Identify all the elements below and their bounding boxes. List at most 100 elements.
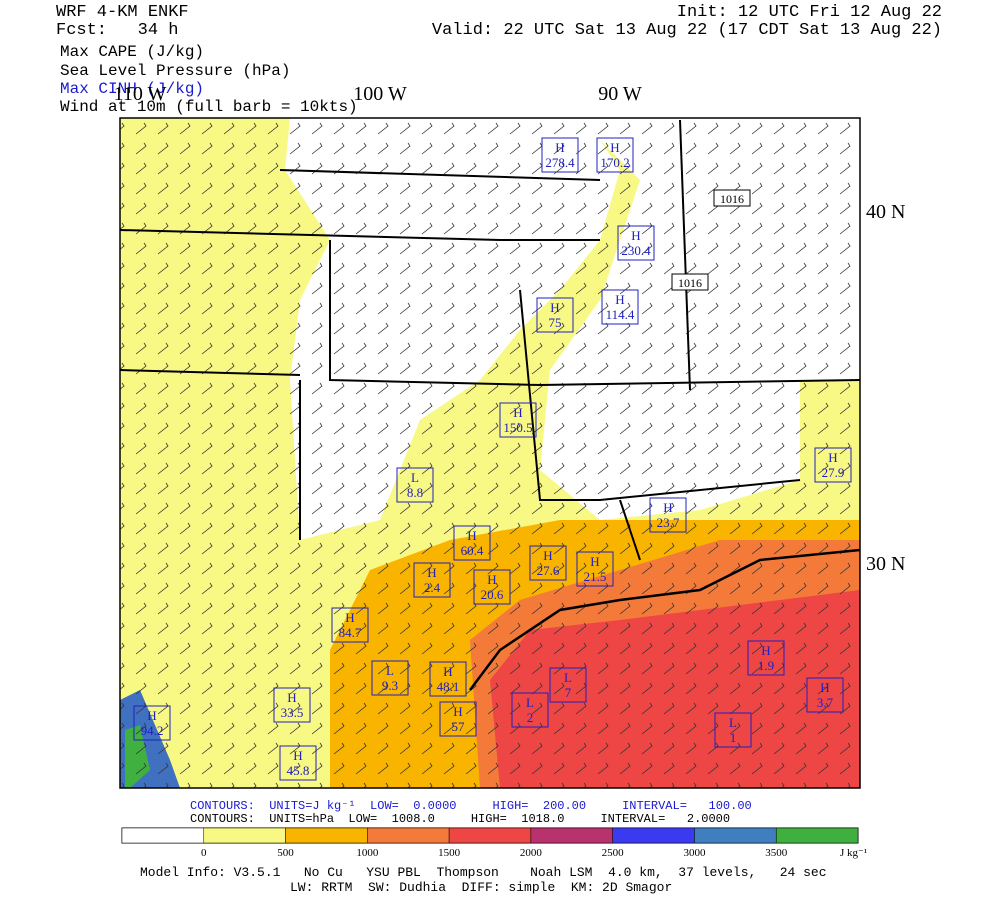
longitude-label: 100 W [353, 83, 407, 105]
marker-value: 9.3 [382, 678, 398, 693]
marker-box [453, 525, 491, 561]
marker-value: 23.7 [657, 515, 680, 530]
marker-box [511, 692, 549, 728]
contour-info: CONTOURS: UNITS=J kg⁻¹ LOW= 0.0000 HIGH=… [190, 799, 752, 813]
marker-value: 3.7 [817, 695, 834, 710]
marker-value: 27.6 [537, 563, 560, 578]
marker-kind: H [550, 300, 559, 315]
marker-box [549, 667, 587, 703]
marker-kind: H [555, 140, 564, 155]
marker-value: 2.4 [424, 580, 441, 595]
forecast-hour: Fcst: 34 h [56, 21, 179, 40]
marker-box [429, 661, 467, 697]
marker-value: 27.9 [822, 465, 845, 480]
marker-value: 48.1 [437, 679, 460, 694]
marker-value: 114.4 [606, 307, 635, 322]
marker-kind: H [761, 643, 770, 658]
marker-kind: H [453, 704, 462, 719]
longitude-label: 90 W [598, 83, 642, 105]
marker-box [649, 497, 687, 533]
colorbar-segment [203, 827, 286, 844]
marker-kind: H [663, 500, 672, 515]
map-fields [120, 118, 860, 788]
title: WRF 4-KM ENKF [56, 3, 189, 22]
marker-value: 94.2 [141, 723, 164, 738]
colorbar-segment [775, 827, 859, 844]
marker-value: 60.4 [461, 543, 484, 558]
isobar-label-box [671, 273, 709, 291]
marker-kind: L [729, 715, 737, 730]
marker-kind: H [590, 554, 599, 569]
marker-kind: H [820, 680, 829, 695]
marker-value: 20.6 [481, 587, 504, 602]
marker-box [541, 137, 579, 173]
marker-box [601, 289, 639, 325]
marker-value: 57 [452, 719, 466, 734]
field-label: Sea Level Pressure (hPa) [60, 62, 291, 80]
marker-value: 33.5 [281, 705, 304, 720]
isobar-label: 1016 [678, 276, 702, 290]
colorbar-segment [448, 827, 532, 844]
colorbar-unit: J kg⁻¹ [840, 847, 867, 859]
colorbar-label: 1500 [438, 847, 461, 859]
field-label: Max CAPE (J/kg) [60, 43, 205, 61]
latitude-label: 40 N [866, 201, 905, 223]
marker-box [413, 562, 451, 598]
model-info: Model Info: V3.5.1 No Cu YSU PBL Thompso… [140, 865, 827, 880]
init-time: Init: 12 UTC Fri 12 Aug 22 [676, 3, 942, 22]
marker-kind: H [293, 748, 302, 763]
colorbar-label: 1000 [356, 847, 379, 859]
field-label: Wind at 10m (full barb = 10kts) [60, 98, 358, 116]
marker-kind: H [467, 528, 476, 543]
colorbar-segment [694, 827, 777, 844]
latitude-label: 30 N [866, 553, 905, 575]
marker-kind: H [543, 548, 552, 563]
colorbar-label: 2000 [520, 847, 543, 859]
marker-kind: L [526, 695, 534, 710]
field-label: Max CINH (J/kg) [60, 80, 205, 98]
longitude-label: 110 W [114, 83, 167, 105]
contour-info: CONTOURS: UNITS=hPa LOW= 1008.0 HIGH= 10… [190, 812, 731, 826]
valid-time: Valid: 22 UTC Sat 13 Aug 22 (17 CDT Sat … [431, 21, 942, 40]
marker-value: 1.9 [758, 658, 774, 673]
colorbar-segment [121, 827, 205, 844]
marker-value: 230.4 [621, 243, 651, 258]
marker-box [273, 687, 311, 723]
colorbar-segment [612, 827, 695, 844]
colorbar-label: 0 [201, 847, 207, 859]
marker-value: 2 [527, 710, 534, 725]
marker-kind: H [427, 565, 436, 580]
marker-kind: H [443, 664, 452, 679]
marker-value: 8.8 [407, 485, 423, 500]
marker-box [529, 545, 567, 581]
marker-kind: H [147, 708, 156, 723]
marker-value: 278.4 [545, 155, 575, 170]
marker-box [814, 447, 852, 483]
marker-kind: L [564, 670, 572, 685]
marker-box [133, 705, 171, 741]
marker-kind: H [828, 450, 837, 465]
marker-value: 45.8 [287, 763, 310, 778]
marker-box [396, 467, 434, 503]
marker-box [279, 745, 317, 781]
marker-kind: L [386, 663, 394, 678]
marker-value: 84.7 [339, 625, 362, 640]
marker-box [331, 607, 369, 643]
marker-kind: H [487, 572, 496, 587]
colorbar-label: 500 [277, 847, 294, 859]
marker-box [714, 712, 752, 748]
marker-value: 21.5 [584, 569, 607, 584]
marker-value: 7 [565, 685, 572, 700]
marker-kind: H [615, 292, 624, 307]
model-info: LW: RRTM SW: Dudhia DIFF: simple KM: 2D … [290, 880, 673, 895]
isobar-label: 1016 [720, 192, 744, 206]
colorbar-label: 3500 [765, 847, 788, 859]
marker-kind: H [631, 228, 640, 243]
marker-box [806, 677, 844, 713]
colorbar-label: 2500 [602, 847, 625, 859]
marker-kind: L [411, 470, 419, 485]
marker-box [439, 701, 477, 737]
marker-box [596, 137, 634, 173]
marker-value: 150.5 [503, 420, 532, 435]
